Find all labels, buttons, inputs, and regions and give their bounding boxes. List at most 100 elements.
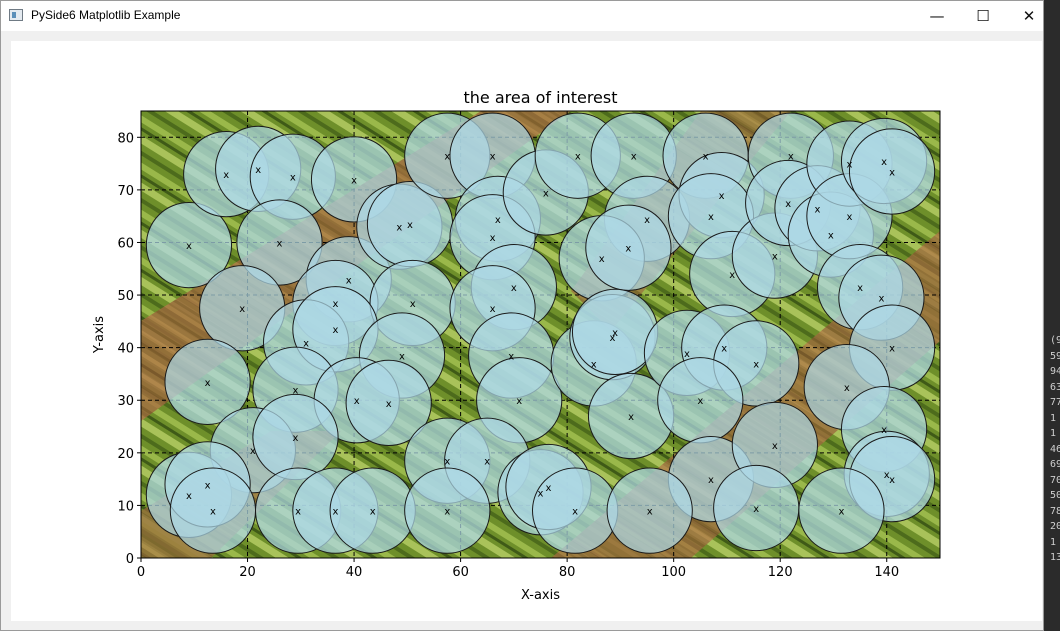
point-marker: x — [884, 470, 890, 481]
point-marker: x — [186, 491, 192, 502]
point-marker: x — [484, 457, 490, 468]
point-marker: x — [878, 294, 884, 305]
point-marker: x — [889, 475, 895, 486]
point-marker: x — [250, 446, 256, 457]
point-marker: x — [516, 396, 522, 407]
point-marker: x — [612, 328, 618, 339]
side-text-line: 20 — [1050, 521, 1060, 532]
x-tick-label: 120 — [768, 565, 793, 580]
side-text-line: 50 — [1050, 490, 1060, 501]
point-marker: x — [205, 480, 211, 491]
point-marker: x — [889, 167, 895, 178]
coverage-circle — [145, 201, 233, 289]
x-tick-label: 140 — [874, 565, 899, 580]
point-marker: x — [844, 383, 850, 394]
point-marker: x — [828, 231, 834, 242]
x-axis-ticks: 0 20 40 60 80 100 120 140 — [137, 558, 899, 580]
x-tick-label: 60 — [452, 565, 469, 580]
point-marker: x — [708, 212, 714, 223]
point-marker: x — [444, 507, 450, 518]
point-marker: x — [346, 275, 352, 286]
point-marker: x — [729, 270, 735, 281]
point-marker: x — [205, 378, 211, 389]
chart-title: the area of interest — [464, 88, 618, 107]
point-marker: x — [407, 220, 413, 231]
minimize-button[interactable]: — — [929, 7, 945, 25]
point-marker: x — [788, 152, 794, 163]
point-marker: x — [881, 425, 887, 436]
point-marker: x — [647, 507, 653, 518]
point-marker: x — [538, 488, 544, 499]
point-marker: x — [186, 241, 192, 252]
close-button[interactable]: ✕ — [1022, 7, 1036, 25]
point-marker: x — [444, 152, 450, 163]
coverage-circle — [585, 204, 672, 291]
point-marker: x — [572, 507, 578, 518]
coverage-circle — [404, 467, 491, 554]
point-marker: x — [753, 359, 759, 370]
side-text-line: 13 — [1050, 552, 1060, 563]
point-marker: x — [293, 433, 299, 444]
figure-canvas: x x x x x x x x x x x x x x x x x x x x x x x x x x x x x x x x x x x x x x x x… — [11, 41, 1042, 621]
point-marker: x — [772, 252, 778, 263]
point-marker: x — [644, 215, 650, 226]
point-marker: x — [332, 325, 338, 336]
x-tick-label: 40 — [346, 565, 363, 580]
coverage-circle — [798, 467, 885, 554]
point-marker: x — [846, 160, 852, 171]
app-icon — [9, 9, 23, 21]
point-marker: x — [410, 299, 416, 310]
y-tick-label: 70 — [117, 184, 134, 199]
point-marker: x — [881, 157, 887, 168]
y-axis-label: Y-axis — [92, 316, 107, 354]
point-marker: x — [490, 152, 496, 163]
point-marker: x — [255, 165, 261, 176]
point-marker: x — [772, 441, 778, 452]
coverage-circle — [848, 128, 936, 215]
maximize-button[interactable]: ☐ — [976, 7, 990, 25]
x-tick-label: 20 — [239, 565, 256, 580]
point-marker: x — [846, 212, 852, 223]
background-terminal-edge — [1044, 0, 1060, 631]
y-tick-label: 10 — [117, 499, 134, 514]
x-tick-label: 0 — [137, 565, 145, 580]
y-tick-label: 50 — [117, 289, 134, 304]
point-marker: x — [721, 344, 727, 355]
point-marker: x — [857, 283, 863, 294]
chart: x x x x x x x x x x x x x x x x x x x x x x x x x x x x x x x x x x x x x x x x… — [92, 88, 941, 603]
point-marker: x — [351, 175, 357, 186]
y-tick-label: 0 — [126, 552, 134, 567]
title-bar[interactable]: PySide6 Matplotlib Example — ☐ ✕ — [1, 1, 1043, 31]
point-marker: x — [815, 204, 821, 215]
point-marker: x — [370, 507, 376, 518]
point-marker: x — [719, 191, 725, 202]
point-marker: x — [628, 412, 634, 423]
y-tick-label: 60 — [117, 236, 134, 251]
point-marker: x — [546, 483, 552, 494]
side-text-line: (9 — [1050, 335, 1060, 346]
window-title: PySide6 Matplotlib Example — [31, 8, 181, 22]
y-tick-label: 30 — [117, 394, 134, 409]
point-marker: x — [399, 352, 405, 363]
x-tick-label: 80 — [559, 565, 576, 580]
side-text-line: 46 — [1050, 443, 1060, 455]
point-marker: x — [785, 199, 791, 210]
point-marker: x — [838, 507, 844, 518]
coverage-circle — [164, 338, 251, 425]
point-marker: x — [354, 396, 360, 407]
point-marker: x — [609, 333, 615, 344]
side-text-line: 77 — [1050, 397, 1060, 408]
point-marker: x — [599, 254, 605, 265]
point-marker: x — [332, 299, 338, 310]
point-marker: x — [293, 386, 299, 397]
point-marker: x — [277, 238, 283, 249]
point-marker: x — [708, 475, 714, 486]
point-marker: x — [386, 399, 392, 410]
plot-frame — [140, 110, 941, 559]
point-marker: x — [508, 352, 514, 363]
point-marker: x — [543, 189, 549, 200]
point-marker: x — [575, 152, 581, 163]
side-text-line: 1 — [1050, 428, 1057, 439]
point-marker: x — [753, 504, 759, 515]
